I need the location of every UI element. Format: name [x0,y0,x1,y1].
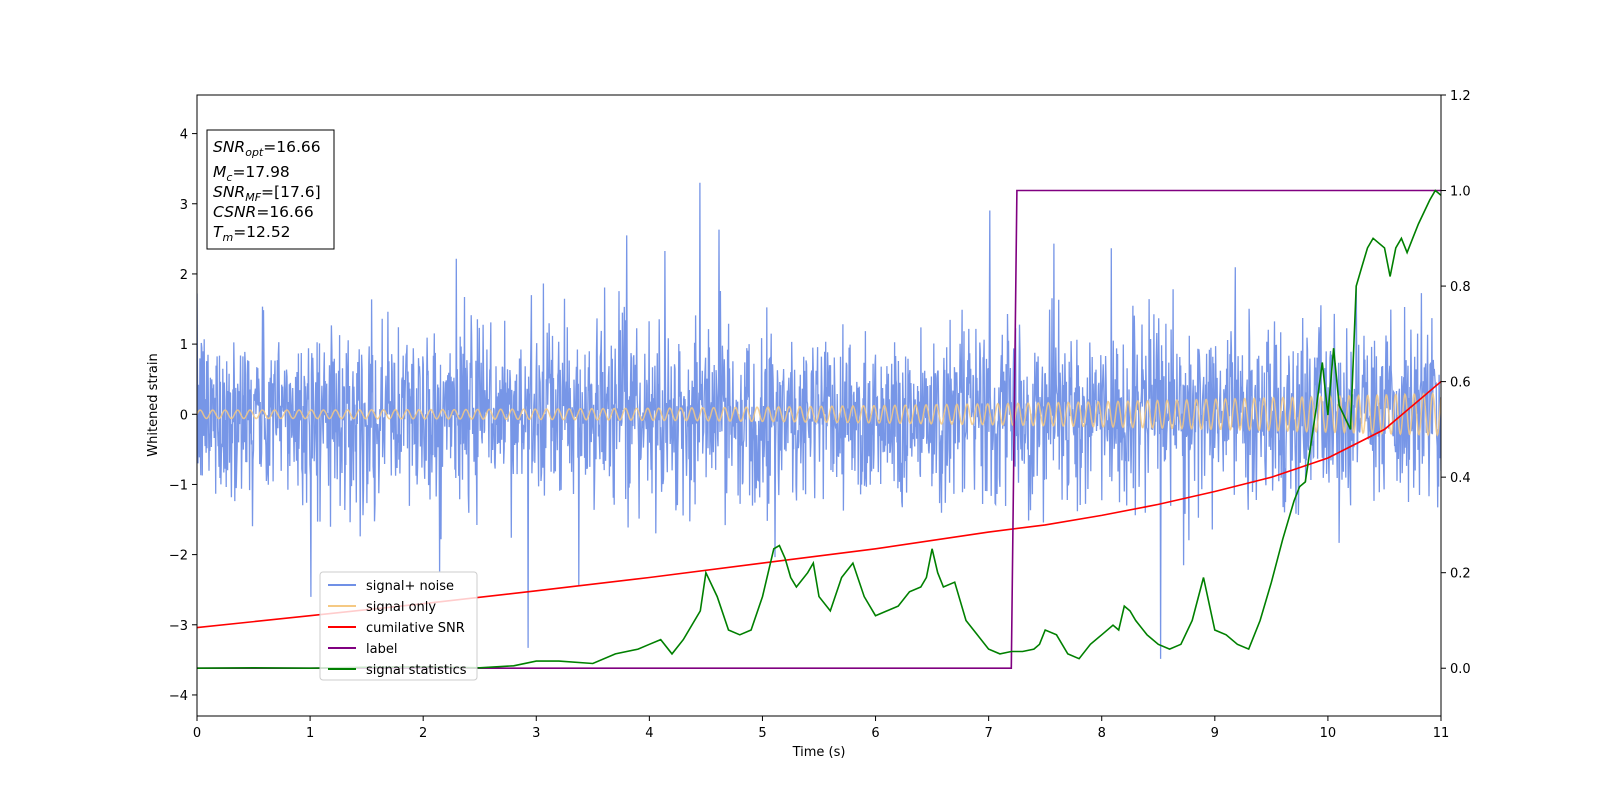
x-tick-label: 2 [419,726,427,741]
legend-label: signal only [366,600,436,615]
x-tick-label: 8 [1098,726,1106,741]
y-left-tick-label: 4 [180,128,188,143]
plot-frame [196,94,1442,717]
y-left-tick-label: −2 [169,549,188,564]
y-left-tick-label: 2 [180,268,188,283]
y-left-tick-label: 0 [180,408,188,423]
y-right-tick-label: 0.8 [1450,280,1471,295]
legend-label: signal+ noise [366,579,454,594]
stats-box-frame [206,129,335,250]
x-axis-title: Time (s) [792,745,846,760]
legend-label: signal statistics [366,663,467,678]
x-tick-label: 5 [758,726,766,741]
legend-label: label [366,642,397,657]
stats-line: Tm=12.52 [213,223,291,244]
y-axis-title: Whitened strain [146,353,161,456]
y-left-tick-label: −4 [169,689,188,704]
y-left-tick-label: −1 [169,478,188,493]
series-layer [197,182,1441,670]
y-right-tick-label: 0.0 [1450,662,1471,677]
legend: signal+ noise signal only cumilative SNR la… [319,571,478,681]
x-tick-label: 3 [532,726,540,741]
y-left-tick-label: −3 [169,619,188,634]
stats-box: SNRopt=16.66 Mc=17.98SNRMF=[17.6]CSNR=16.… [206,129,335,250]
x-tick-label: 7 [984,726,992,741]
legend-label: cumilative SNR [366,621,465,636]
series-cumilative-snr [197,380,1441,629]
y-right-tick-label: 1.2 [1450,89,1471,104]
x-tick-label: 1 [306,726,314,741]
legend-frame [319,571,478,681]
y-right-tick-label: 0.6 [1450,376,1471,391]
x-tick-label: 0 [193,726,201,741]
stats-line: SNRMF=[17.6] [213,183,321,204]
stats-line: SNRopt=16.66 [213,138,321,159]
x-tick-label: 6 [871,726,879,741]
x-tick-label: 4 [645,726,653,741]
x-tick-label: 11 [1433,726,1450,741]
y-right-tick-label: 0.4 [1450,471,1471,486]
series-signal-noise [197,182,1441,659]
axes-layer: 0 1 2 3 4 5 6 7 8 9 10 11 −4 −3 −2 −1 0 1 2 3 4 0.0 0.2 0.4 0.6 0… [169,89,1471,741]
stats-line: CSNR=16.66 [213,203,314,221]
y-right-tick-label: 1.0 [1450,185,1471,200]
x-tick-label: 10 [1320,726,1337,741]
y-left-tick-label: 1 [180,338,188,353]
y-right-tick-label: 0.2 [1450,567,1471,582]
series-signal-statistics [197,189,1441,670]
stats-line: Mc=17.98 [213,163,290,184]
x-tick-label: 9 [1211,726,1219,741]
series-label [197,189,1441,670]
y-left-tick-label: 3 [180,198,188,213]
series-signal-only [197,391,1441,437]
